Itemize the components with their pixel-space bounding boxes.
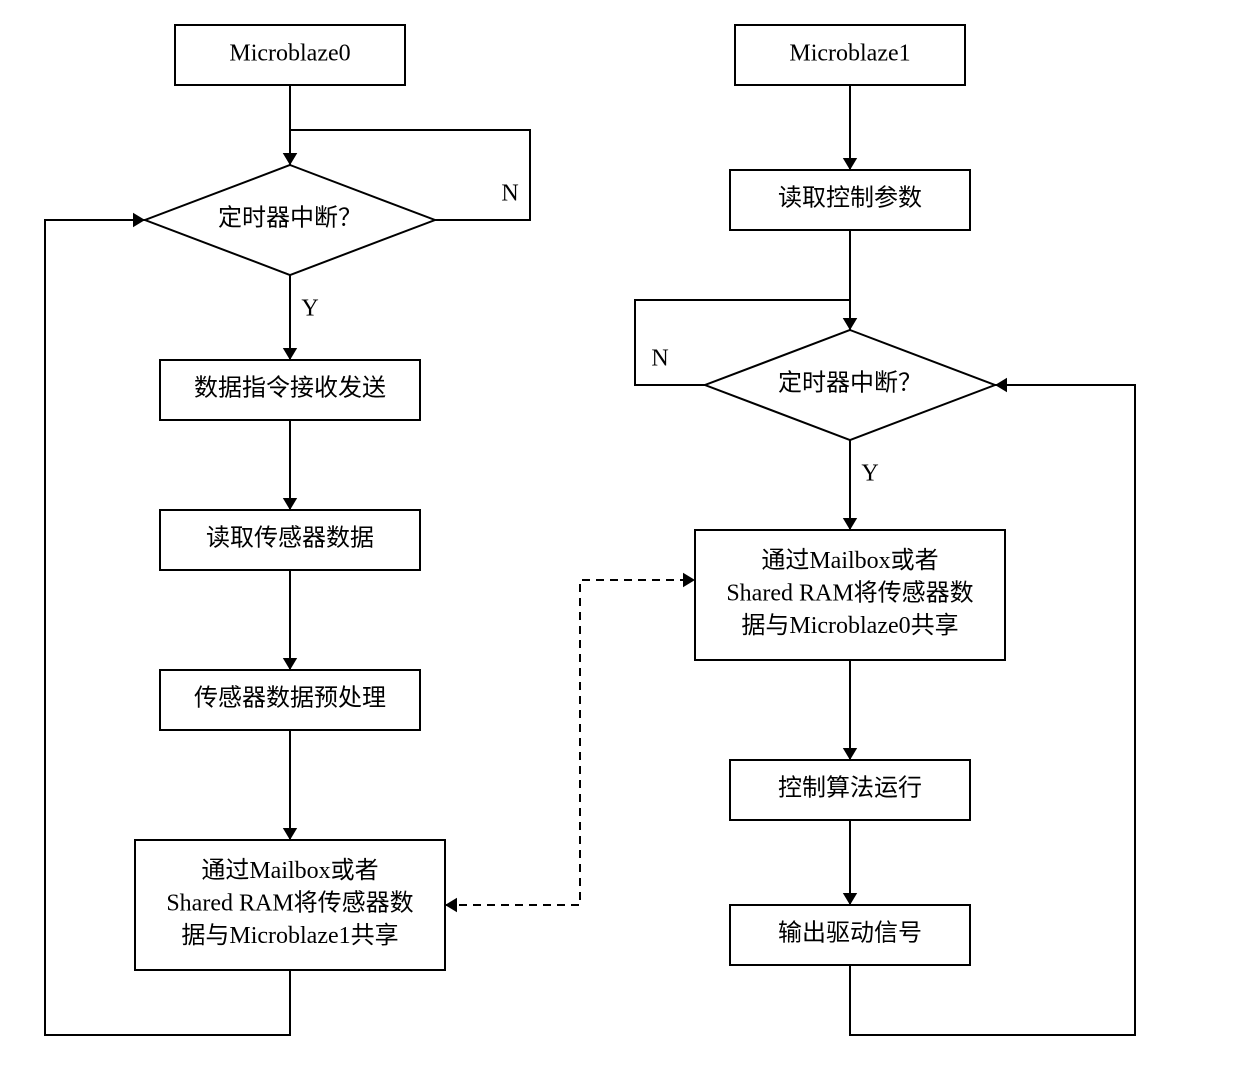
node-text-read-0: 读取传感器数据 xyxy=(206,525,374,552)
node-param: 读取控制参数 xyxy=(730,170,970,230)
node-text-pre-0: 传感器数据预处理 xyxy=(194,685,386,712)
node-text-algo-0: 控制算法运行 xyxy=(778,775,922,802)
node-text-mb1-0: Microblaze1 xyxy=(789,41,910,67)
dash-share xyxy=(445,580,695,905)
node-d1: 定时器中断？ xyxy=(705,330,995,440)
node-text-d0-0: 定时器中断？ xyxy=(218,205,362,232)
flowchart: Microblaze0 定时器中断？ 数据指令接收发送读取传感器数据传感器数据预处理… xyxy=(0,0,1240,1089)
loop-left-N-label: N xyxy=(501,181,518,207)
node-algo: 控制算法运行 xyxy=(730,760,970,820)
node-mb0: Microblaze0 xyxy=(175,25,405,85)
node-read: 读取传感器数据 xyxy=(160,510,420,570)
loop-right-N-label: N xyxy=(651,346,668,372)
node-text-rx-0: 数据指令接收发送 xyxy=(194,375,386,402)
node-text-share0-0: 通过Mailbox或者 xyxy=(201,857,378,884)
node-rx: 数据指令接收发送 xyxy=(160,360,420,420)
node-text-share1-2: 据与Microblaze0共享 xyxy=(741,612,958,639)
node-text-share1-1: Shared RAM将传感器数 xyxy=(726,580,973,607)
node-out: 输出驱动信号 xyxy=(730,905,970,965)
node-pre: 传感器数据预处理 xyxy=(160,670,420,730)
node-d0: 定时器中断？ xyxy=(145,165,435,275)
node-mb1: Microblaze1 xyxy=(735,25,965,85)
node-text-d1-0: 定时器中断？ xyxy=(778,370,922,397)
node-share1: 通过Mailbox或者 Shared RAM将传感器数据与Microblaze0共… xyxy=(695,530,1005,660)
node-share0: 通过Mailbox或者 Shared RAM将传感器数据与Microblaze1共… xyxy=(135,840,445,970)
e-l-d0-rx-label: Y xyxy=(301,296,318,322)
node-text-param-0: 读取控制参数 xyxy=(778,185,922,212)
node-text-share0-2: 据与Microblaze1共享 xyxy=(181,922,398,949)
node-text-out-0: 输出驱动信号 xyxy=(778,920,922,947)
node-text-mb0-0: Microblaze0 xyxy=(229,41,350,67)
node-text-share0-1: Shared RAM将传感器数 xyxy=(166,890,413,917)
node-text-share1-0: 通过Mailbox或者 xyxy=(761,547,938,574)
e-r-d1-sh-label: Y xyxy=(861,461,878,487)
